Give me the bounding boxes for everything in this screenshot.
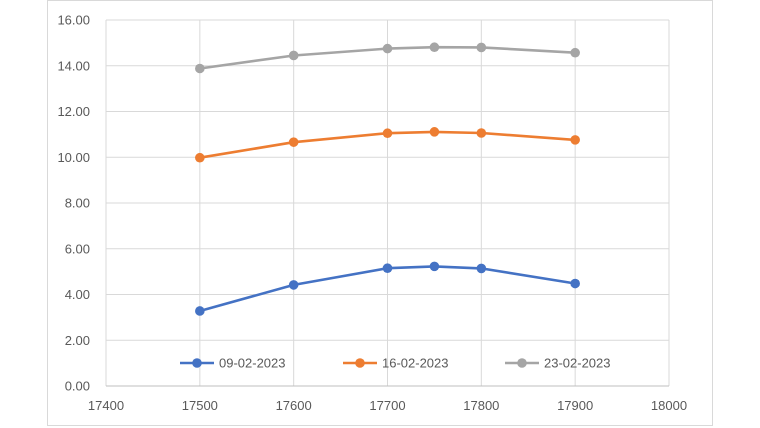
y-tick-label: 12.00 (57, 104, 90, 119)
legend-marker (192, 358, 202, 368)
data-point (195, 63, 205, 74)
legend-entry: 09-02-2023 (180, 356, 286, 371)
data-point (382, 43, 393, 54)
x-tick-label: 17600 (276, 398, 312, 413)
data-point (288, 50, 299, 61)
series-line (198, 45, 577, 70)
data-point (429, 127, 440, 137)
y-tick-label: 10.00 (57, 150, 90, 165)
series-16-02-2023 (195, 127, 580, 163)
y-tick-label: 2.00 (65, 333, 90, 348)
data-point (476, 42, 487, 53)
chart-area (47, 0, 713, 426)
x-tick-label: 17500 (182, 398, 218, 413)
data-point (429, 261, 440, 272)
y-tick-label: 14.00 (57, 58, 90, 73)
y-tick-label: 4.00 (65, 287, 90, 302)
data-point (429, 42, 440, 53)
data-point (195, 306, 205, 316)
legend-entry: 23-02-2023 (505, 356, 611, 371)
legend: 09-02-2023 16-02-2023 23-02-2023 (180, 356, 611, 371)
data-point (570, 47, 580, 58)
y-tick-label: 8.00 (65, 196, 90, 211)
data-point (570, 278, 580, 289)
x-tick-label: 17700 (369, 398, 405, 413)
x-tick-label: 17800 (463, 398, 499, 413)
data-point (288, 280, 299, 290)
legend-label: 16-02-2023 (382, 356, 449, 371)
legend-marker (517, 358, 527, 368)
data-point (382, 263, 393, 273)
series-line (198, 130, 577, 159)
x-tick-label: 17900 (557, 398, 593, 413)
series-line (198, 265, 577, 313)
data-point (476, 128, 487, 138)
legend-label: 09-02-2023 (219, 356, 286, 371)
legend-entry: 16-02-2023 (343, 356, 449, 371)
series-23-02-2023 (195, 42, 580, 74)
data-point (195, 152, 205, 163)
legend-marker (355, 358, 365, 368)
data-point (288, 137, 299, 147)
data-point (570, 135, 580, 145)
series-lines (195, 42, 580, 316)
y-tick-label: 16.00 (57, 13, 90, 28)
data-point (382, 128, 393, 139)
x-tick-label: 18000 (651, 398, 687, 413)
axes: 0.00 2.00 4.00 6.00 8.00 10.00 12.00 14.00 16.00… (57, 13, 687, 414)
y-tick-label: 0.00 (65, 379, 90, 394)
legend-label: 23-02-2023 (544, 356, 611, 371)
data-point (476, 263, 487, 274)
y-tick-label: 6.00 (65, 241, 90, 256)
x-tick-label: 17400 (88, 398, 124, 413)
series-09-02-2023 (195, 261, 580, 316)
gridlines (105, 19, 670, 387)
